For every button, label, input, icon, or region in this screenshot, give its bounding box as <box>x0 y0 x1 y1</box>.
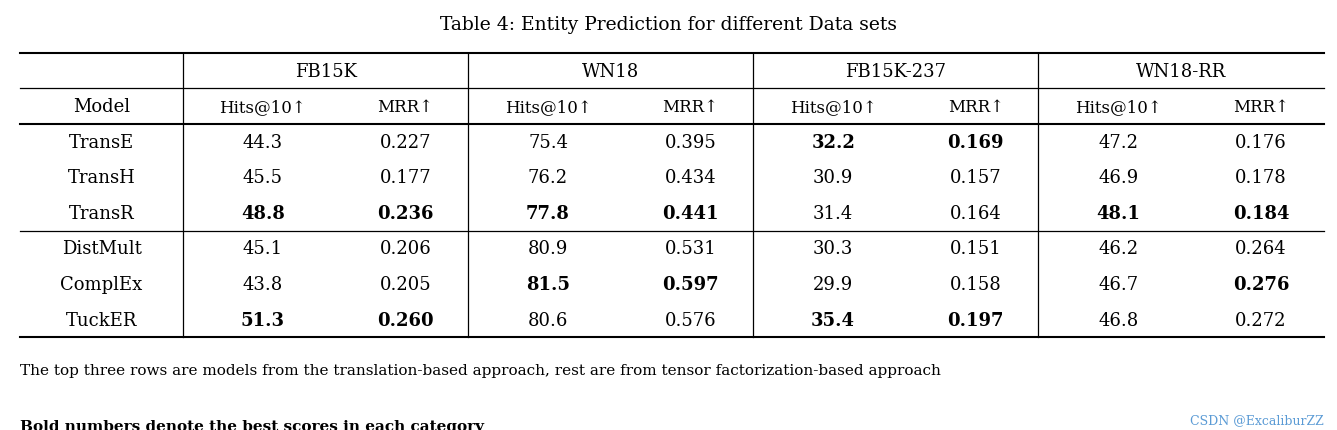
Text: 45.5: 45.5 <box>243 169 283 187</box>
Text: TuckER: TuckER <box>66 311 138 329</box>
Text: 44.3: 44.3 <box>243 133 283 151</box>
Text: 75.4: 75.4 <box>528 133 568 151</box>
Text: 0.169: 0.169 <box>948 133 1004 151</box>
Text: 46.2: 46.2 <box>1098 240 1138 258</box>
Text: Hits@10↑: Hits@10↑ <box>790 98 877 115</box>
Text: 30.3: 30.3 <box>813 240 853 258</box>
Text: WN18: WN18 <box>582 62 639 80</box>
Text: The top three rows are models from the translation-based approach, rest are from: The top three rows are models from the t… <box>20 363 941 377</box>
Text: 43.8: 43.8 <box>243 275 283 293</box>
Text: 0.176: 0.176 <box>1235 133 1286 151</box>
Text: TransH: TransH <box>68 169 135 187</box>
Text: 48.8: 48.8 <box>241 204 285 222</box>
Text: 47.2: 47.2 <box>1098 133 1138 151</box>
Text: 0.576: 0.576 <box>664 311 717 329</box>
Text: 0.184: 0.184 <box>1233 204 1289 222</box>
Text: 0.177: 0.177 <box>380 169 432 187</box>
Text: Bold numbers denote the best scores in each category: Bold numbers denote the best scores in e… <box>20 419 484 430</box>
Text: 46.8: 46.8 <box>1098 311 1138 329</box>
Text: Hits@10↑: Hits@10↑ <box>1075 98 1162 115</box>
Text: 76.2: 76.2 <box>528 169 568 187</box>
Text: 48.1: 48.1 <box>1096 204 1140 222</box>
Text: 0.276: 0.276 <box>1233 275 1289 293</box>
Text: 45.1: 45.1 <box>243 240 283 258</box>
Text: 0.197: 0.197 <box>948 311 1004 329</box>
Text: 80.9: 80.9 <box>528 240 568 258</box>
Text: WN18-RR: WN18-RR <box>1136 62 1226 80</box>
Text: 0.157: 0.157 <box>949 169 1001 187</box>
Text: Model: Model <box>74 98 130 116</box>
Text: FB15K: FB15K <box>294 62 357 80</box>
Text: 0.395: 0.395 <box>664 133 717 151</box>
Text: 0.151: 0.151 <box>949 240 1001 258</box>
Text: 0.441: 0.441 <box>662 204 719 222</box>
Text: 77.8: 77.8 <box>525 204 570 222</box>
Text: Hits@10↑: Hits@10↑ <box>504 98 591 115</box>
Text: 80.6: 80.6 <box>528 311 568 329</box>
Text: Hits@10↑: Hits@10↑ <box>219 98 306 115</box>
Text: 35.4: 35.4 <box>812 311 856 329</box>
Text: 31.4: 31.4 <box>813 204 853 222</box>
Text: 0.236: 0.236 <box>377 204 433 222</box>
Text: 0.206: 0.206 <box>380 240 432 258</box>
Text: 0.260: 0.260 <box>377 311 433 329</box>
Text: Table 4: Entity Prediction for different Data sets: Table 4: Entity Prediction for different… <box>440 16 897 34</box>
Text: 81.5: 81.5 <box>525 275 570 293</box>
Text: 46.7: 46.7 <box>1098 275 1138 293</box>
Text: 0.264: 0.264 <box>1235 240 1286 258</box>
Text: MRR↑: MRR↑ <box>663 98 718 115</box>
Text: 0.158: 0.158 <box>949 275 1001 293</box>
Text: 0.597: 0.597 <box>662 275 719 293</box>
Text: TransE: TransE <box>70 133 134 151</box>
Text: 0.227: 0.227 <box>380 133 431 151</box>
Text: 0.272: 0.272 <box>1235 311 1286 329</box>
Text: 0.531: 0.531 <box>664 240 717 258</box>
Text: FB15K-237: FB15K-237 <box>845 62 947 80</box>
Text: 51.3: 51.3 <box>241 311 285 329</box>
Text: ComplEx: ComplEx <box>60 275 143 293</box>
Text: MRR↑: MRR↑ <box>948 98 1004 115</box>
Text: 0.164: 0.164 <box>949 204 1001 222</box>
Text: 46.9: 46.9 <box>1098 169 1138 187</box>
Text: 0.434: 0.434 <box>664 169 717 187</box>
Text: 0.178: 0.178 <box>1235 169 1286 187</box>
Text: 32.2: 32.2 <box>812 133 856 151</box>
Text: 29.9: 29.9 <box>813 275 853 293</box>
Text: MRR↑: MRR↑ <box>1233 98 1289 115</box>
Text: 0.205: 0.205 <box>380 275 432 293</box>
Text: 30.9: 30.9 <box>813 169 853 187</box>
Text: DistMult: DistMult <box>62 240 142 258</box>
Text: CSDN @ExcaliburZZ: CSDN @ExcaliburZZ <box>1190 413 1324 426</box>
Text: TransR: TransR <box>68 204 134 222</box>
Text: MRR↑: MRR↑ <box>377 98 433 115</box>
